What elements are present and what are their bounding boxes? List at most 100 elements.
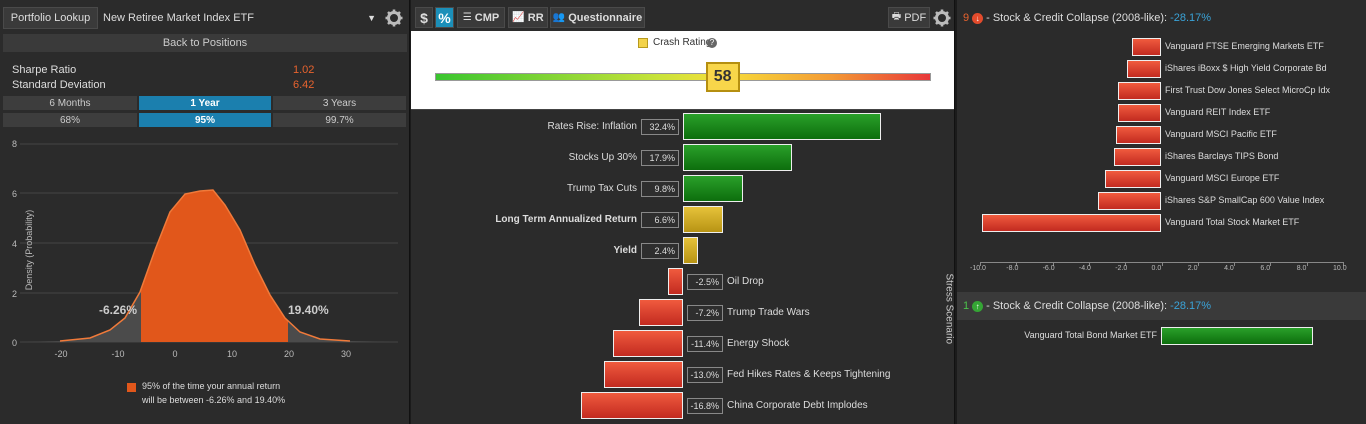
axis-tick <box>1016 262 1018 266</box>
stress-value: 2.4% <box>641 243 679 259</box>
portfolio-lookup-button[interactable]: Portfolio Lookup <box>3 7 98 29</box>
distribution-curve <box>59 189 351 342</box>
axis-tick-label: 4.0 <box>1224 265 1234 272</box>
dollar-toggle[interactable]: $ <box>415 7 433 28</box>
stress-bar <box>683 237 698 264</box>
axis-tick <box>1343 262 1344 266</box>
section-title: - Stock & Credit Collapse (2008-like): <box>986 300 1168 312</box>
stress-bar <box>683 144 793 171</box>
axis-tick-label: -4.0 <box>1078 265 1091 272</box>
sharpe-value: 1.02 <box>293 64 315 76</box>
holding-label: First Trust Dow Jones Select MicroCp Idx <box>1165 85 1331 95</box>
ytick: 6 <box>12 189 17 199</box>
axis-tick-label: -8.0 <box>1006 265 1019 272</box>
stress-value: -2.5% <box>687 274 723 290</box>
stress-label: Stocks Up 30% <box>568 152 637 163</box>
stress-bar <box>639 299 683 326</box>
xtick: 20 <box>284 349 294 359</box>
axis-tick-label: 8.0 <box>1296 265 1307 272</box>
legend-swatch <box>127 383 136 392</box>
holding-bar <box>1132 38 1161 56</box>
holding-bar <box>1117 104 1161 122</box>
stress-value: 17.9% <box>641 150 679 166</box>
return-distribution-chart: 8 6 4 2 0 Density (Probability) -20 -10 … <box>12 139 398 359</box>
holding-label: iShares Barclays TIPS Bond <box>1165 151 1279 161</box>
holding-label: Vanguard MSCI Pacific ETF <box>1165 129 1277 139</box>
axis-tick <box>1161 262 1163 266</box>
questionnaire-button[interactable]: 👥 Questionnaire <box>550 7 645 28</box>
axis-tick <box>1234 262 1236 266</box>
section-value: -28.17% <box>1170 12 1212 24</box>
holdings-impact-panel: 9 ↓ - Stock & Credit Collapse (2008-like… <box>957 0 1366 424</box>
gear-icon[interactable] <box>933 9 951 27</box>
stress-value: 6.6% <box>641 212 679 228</box>
stress-label: Rates Rise: Inflation <box>547 121 638 132</box>
stress-bar <box>580 392 683 419</box>
holding-bar <box>1115 126 1161 144</box>
section-header-losers: 9 ↓ - Stock & Credit Collapse (2008-like… <box>957 6 1366 30</box>
sharpe-label: Sharpe Ratio <box>12 64 77 76</box>
xtick: -10 <box>111 349 124 359</box>
period-6-months[interactable]: 6 Months <box>3 96 137 110</box>
gear-icon[interactable] <box>385 9 403 27</box>
confidence-99-7[interactable]: 99.7% <box>273 113 406 127</box>
users-icon: 👥 <box>552 12 566 23</box>
stress-value: -13.0% <box>687 367 723 383</box>
chevron-down-icon: ▼ <box>367 13 376 23</box>
holding-bar <box>1117 82 1161 100</box>
percent-toggle[interactable]: % <box>435 7 454 28</box>
stress-label: Energy Shock <box>727 338 790 349</box>
holding-bar <box>1126 60 1161 78</box>
holding-label: Vanguard Total Bond Market ETF <box>1024 330 1157 340</box>
confidence-68[interactable]: 68% <box>3 113 137 127</box>
stress-label: Oil Drop <box>727 276 764 287</box>
stress-label: Trump Tax Cuts <box>566 183 637 194</box>
rr-button[interactable]: 📈 RR <box>508 7 548 28</box>
holding-bar <box>1097 192 1161 210</box>
xtick: 10 <box>227 349 237 359</box>
axis-tick <box>1125 262 1127 266</box>
section-header-gainers: 1 ↑ - Stock & Credit Collapse (2008-like… <box>957 292 1366 320</box>
cmp-button[interactable]: ☰ CMP <box>457 7 505 28</box>
stress-value: -7.2% <box>687 305 723 321</box>
holding-label: Vanguard Total Stock Market ETF <box>1165 217 1300 227</box>
stress-value: 9.8% <box>641 181 679 197</box>
holding-bar <box>1113 148 1161 166</box>
stddev-label: Standard Deviation <box>12 79 106 91</box>
loser-count: 9 <box>963 12 970 24</box>
gainer-count: 1 <box>963 300 970 312</box>
stress-bar <box>667 268 683 295</box>
stress-label: Yield <box>613 245 637 256</box>
holding-label: iShares iBoxx $ High Yield Corporate Bd <box>1165 63 1327 73</box>
distribution-fill <box>141 190 288 342</box>
holding-label: Vanguard REIT Index ETF <box>1165 107 1271 117</box>
confidence-95[interactable]: 95% <box>139 113 271 127</box>
period-1-year[interactable]: 1 Year <box>139 96 271 110</box>
axis-tick <box>1306 262 1308 266</box>
line-chart-icon: 📈 <box>512 12 525 23</box>
portfolio-select[interactable]: New Retiree Market Index ETF ▼ <box>100 7 380 29</box>
divider <box>411 109 954 110</box>
holding-label: Vanguard MSCI Europe ETF <box>1165 173 1280 183</box>
pdf-button[interactable]: 🖶 PDF <box>888 7 930 28</box>
stress-label: Long Term Annualized Return <box>495 214 637 225</box>
stddev-value: 6.42 <box>293 79 315 91</box>
list-icon: ☰ <box>462 12 472 23</box>
print-icon: 🖶 <box>891 11 902 22</box>
stress-bar <box>603 361 683 388</box>
ytick: 8 <box>12 139 17 149</box>
section-value: -28.17% <box>1170 300 1212 312</box>
back-to-positions-button[interactable]: Back to Positions <box>3 34 407 52</box>
legend-line-1: 95% of the time your annual return <box>142 381 281 391</box>
stress-label: Fed Hikes Rates & Keeps Tightening <box>727 369 891 380</box>
axis-tick-label: -6.0 <box>1042 265 1055 272</box>
stress-bar <box>683 113 881 140</box>
help-icon[interactable]: ? <box>707 38 717 48</box>
axis-tick-label: 6.0 <box>1260 265 1271 272</box>
stress-value: -16.8% <box>687 398 723 414</box>
axis-tick-label: -10.0 <box>970 265 986 272</box>
crash-rating-marker: 58 <box>705 62 740 92</box>
portfolio-name: New Retiree Market Index ETF <box>103 12 254 24</box>
period-3-years[interactable]: 3 Years <box>273 96 406 110</box>
stress-scenario-axis-label: Stress Scenario <box>943 273 955 345</box>
